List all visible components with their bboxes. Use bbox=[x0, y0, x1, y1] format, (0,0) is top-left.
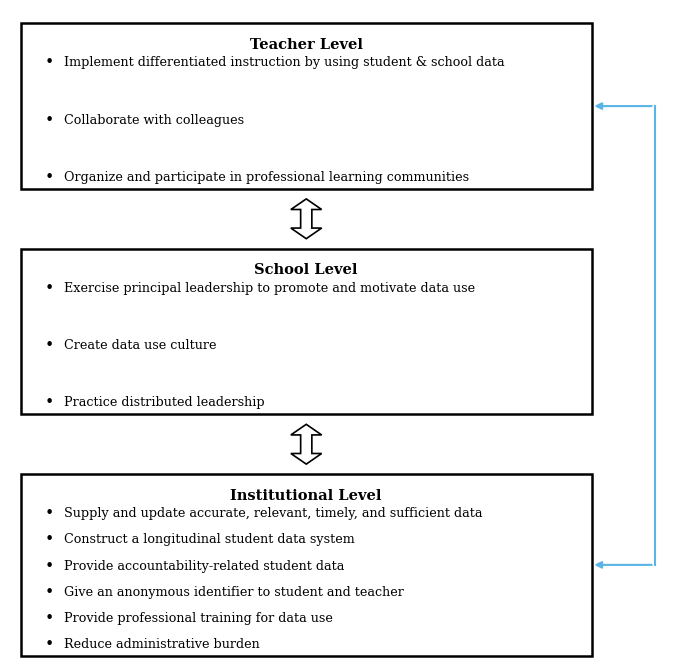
Text: •: • bbox=[44, 168, 54, 186]
Text: Provide professional training for data use: Provide professional training for data u… bbox=[64, 612, 333, 625]
Text: Exercise principal leadership to promote and motivate data use: Exercise principal leadership to promote… bbox=[64, 282, 475, 295]
Text: Reduce administrative burden: Reduce administrative burden bbox=[64, 638, 260, 651]
Text: •: • bbox=[44, 636, 54, 653]
Text: Give an anonymous identifier to student and teacher: Give an anonymous identifier to student … bbox=[64, 585, 405, 599]
Text: Practice distributed leadership: Practice distributed leadership bbox=[64, 396, 265, 409]
Text: Organize and participate in professional learning communities: Organize and participate in professional… bbox=[64, 170, 470, 184]
Bar bbox=[21, 249, 592, 414]
Polygon shape bbox=[290, 424, 322, 464]
Text: School Level: School Level bbox=[255, 263, 358, 277]
Text: •: • bbox=[44, 337, 54, 354]
Text: Collaborate with colleagues: Collaborate with colleagues bbox=[64, 113, 244, 127]
Text: •: • bbox=[44, 505, 54, 522]
Text: •: • bbox=[44, 280, 54, 297]
Polygon shape bbox=[290, 199, 322, 239]
Text: Implement differentiated instruction by using student & school data: Implement differentiated instruction by … bbox=[64, 56, 505, 70]
Text: Teacher Level: Teacher Level bbox=[250, 38, 363, 52]
Text: •: • bbox=[44, 610, 54, 627]
Text: Create data use culture: Create data use culture bbox=[64, 339, 217, 352]
Text: Construct a longitudinal student data system: Construct a longitudinal student data sy… bbox=[64, 534, 355, 546]
Text: Provide accountability-related student data: Provide accountability-related student d… bbox=[64, 560, 345, 573]
Bar bbox=[21, 474, 592, 656]
Text: •: • bbox=[44, 532, 54, 548]
Text: Institutional Level: Institutional Level bbox=[230, 489, 382, 503]
Text: •: • bbox=[44, 394, 54, 411]
Text: Supply and update accurate, relevant, timely, and sufficient data: Supply and update accurate, relevant, ti… bbox=[64, 507, 483, 520]
Text: •: • bbox=[44, 583, 54, 601]
Text: •: • bbox=[44, 558, 54, 575]
Text: •: • bbox=[44, 54, 54, 72]
Bar bbox=[21, 23, 592, 189]
Text: •: • bbox=[44, 111, 54, 129]
